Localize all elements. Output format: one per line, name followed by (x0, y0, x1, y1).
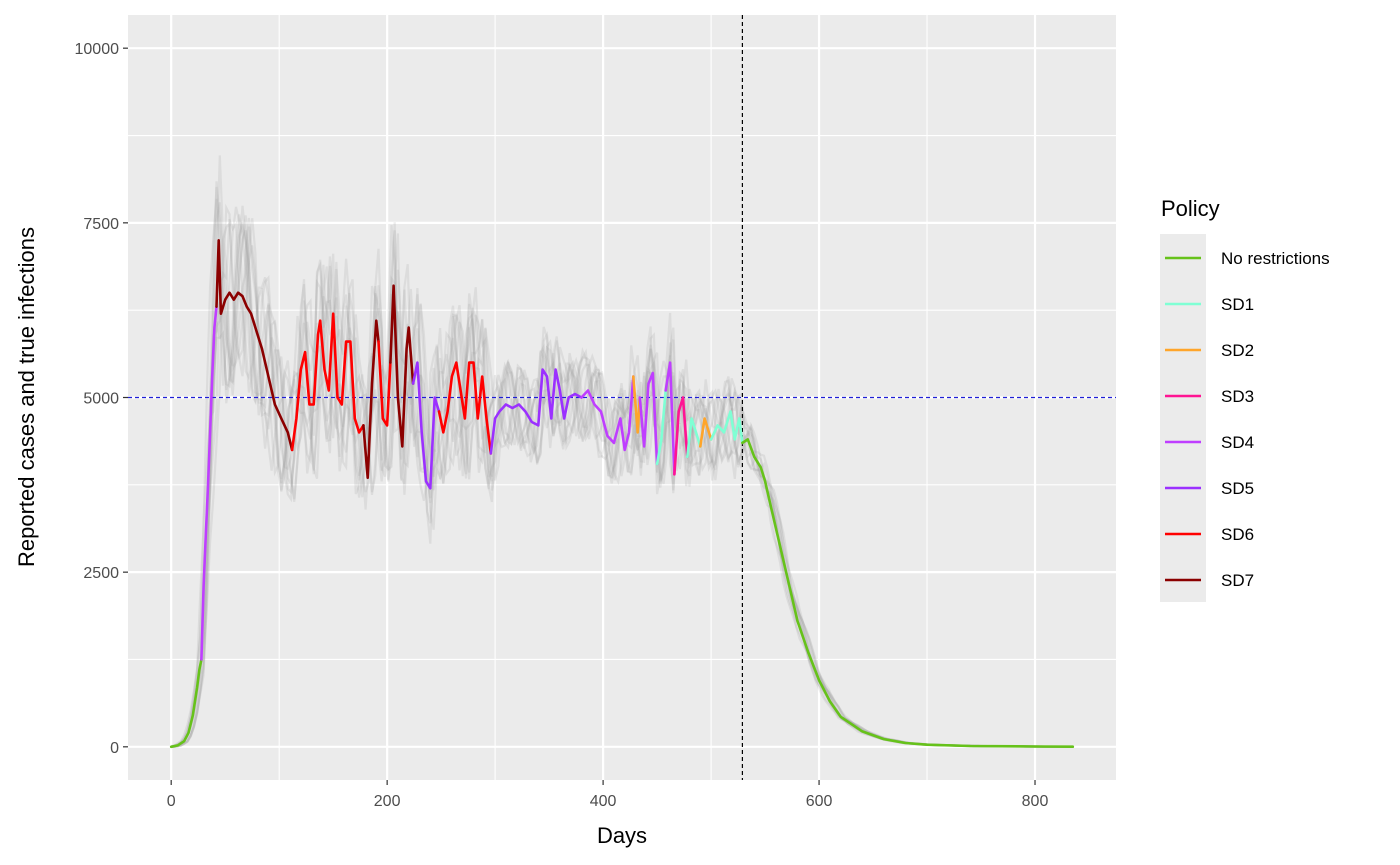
series-line-segment (632, 375, 642, 434)
series-line-segment (169, 658, 203, 749)
x-tick-label: 200 (374, 793, 401, 810)
series-line-segment (638, 371, 659, 466)
legend-label: No restrictions (1221, 249, 1330, 268)
legend-label: SD7 (1221, 571, 1254, 590)
y-axis: 0 2500 5000 7500 10000 (75, 41, 128, 757)
policy-series (169, 239, 1075, 749)
series-line-segment (580, 375, 635, 452)
x-tick-label: 800 (1022, 793, 1049, 810)
series-line-segment (699, 417, 713, 448)
legend-label: SD1 (1221, 295, 1254, 314)
y-tick-label: 0 (110, 740, 119, 757)
series-line-segment (215, 239, 294, 452)
x-tick-label: 400 (590, 793, 617, 810)
x-tick-label: 0 (167, 793, 176, 810)
series-line-segment (377, 340, 392, 427)
legend-label: SD4 (1221, 433, 1254, 452)
series-line-segment (655, 389, 667, 466)
x-axis-title: Days (597, 823, 647, 848)
x-tick-label: 600 (806, 793, 833, 810)
legend-title: Policy (1161, 196, 1220, 221)
legend-label: SD2 (1221, 341, 1254, 360)
series-line-segment (686, 417, 702, 459)
y-tick-label: 2500 (83, 565, 119, 582)
series-line-segment (437, 361, 493, 455)
y-tick-label: 5000 (83, 391, 119, 408)
series-line-segment (200, 305, 218, 661)
series-line-segment (411, 361, 441, 490)
legend-label: SD5 (1221, 479, 1254, 498)
series-line-segment (290, 312, 365, 452)
series-line-segment (489, 368, 583, 455)
series-line-segment (389, 284, 415, 448)
legend-label: SD3 (1221, 387, 1254, 406)
series-line-segment (664, 361, 676, 476)
legend: Policy No restrictions SD1 SD2 SD3 SD4 SD5 SD6… (1160, 196, 1330, 602)
y-tick-label: 7500 (83, 216, 119, 233)
series-line-segment (741, 438, 1075, 748)
y-tick-label: 10000 (75, 41, 120, 58)
reference-lines (128, 15, 1116, 780)
series-line-segment (362, 319, 380, 480)
legend-label: SD6 (1221, 525, 1254, 544)
y-axis-title: Reported cases and true infections (14, 227, 39, 567)
x-axis: 0 200 400 600 800 (167, 780, 1049, 810)
series-line-segment (709, 410, 744, 445)
legend-items: No restrictions SD1 SD2 SD3 SD4 SD5 SD6 SD7 (1165, 249, 1330, 590)
legend-key-background (1160, 234, 1206, 602)
series-line-segment (673, 396, 689, 476)
